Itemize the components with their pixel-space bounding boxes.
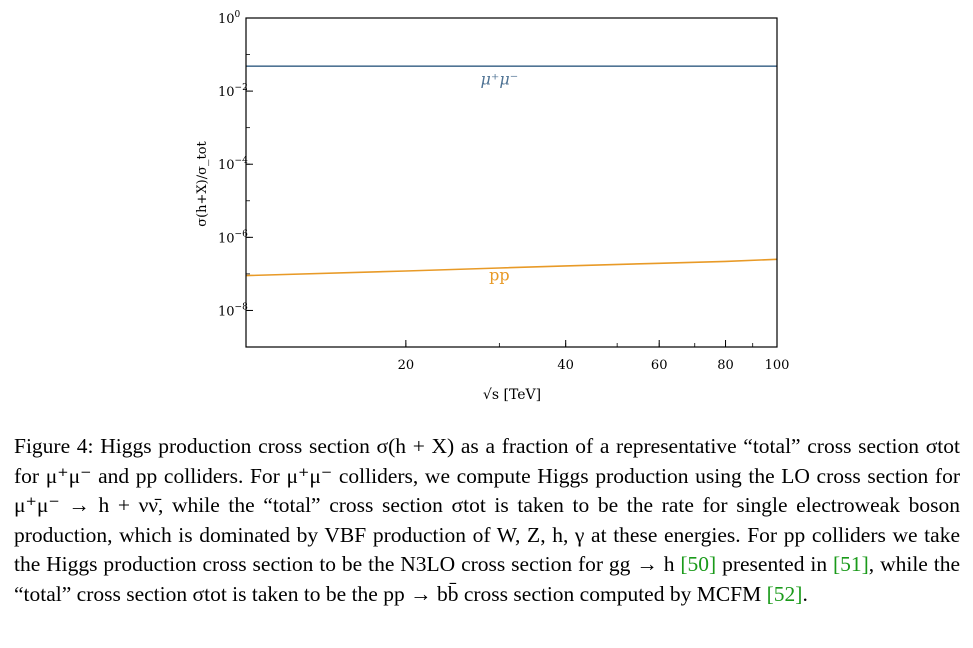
y-axis-label: σ(h+X)/σ_tot: [195, 140, 210, 226]
labels-group: μ⁺μ⁻ pp: [481, 70, 519, 285]
y-tick-label: 10−2: [218, 83, 248, 100]
y-tick-label: 10−4: [218, 156, 248, 173]
x-tick-label: 20: [398, 358, 415, 373]
x-axis-label: √s [TeV]: [483, 387, 541, 403]
series-group: [245, 65, 778, 277]
series-label-0: μ⁺μ⁻: [481, 70, 519, 89]
figure-caption: Figure 4: Higgs production cross section…: [14, 432, 960, 609]
plot-frame: [245, 17, 778, 348]
x-tick-label: 100: [765, 358, 790, 373]
caption-text-2: , while the “total” cross section σtot i…: [14, 552, 960, 606]
caption-text: Higgs production cross section σ(h + X) …: [14, 434, 960, 576]
x-tick-label: 40: [557, 358, 574, 373]
series-line-1: [245, 258, 778, 277]
figure-label: Figure 4:: [14, 434, 94, 458]
y-tick-label: 10−6: [218, 229, 248, 246]
x-tick-label: 80: [717, 358, 734, 373]
y-tick-label: 10−8: [218, 302, 248, 319]
x-tick-label: 60: [651, 358, 668, 373]
citation-link-52[interactable]: [52]: [766, 581, 803, 606]
citation-link-50[interactable]: [50]: [680, 552, 717, 576]
caption-text-mid: presented in: [716, 552, 833, 576]
y-tick-label: 100: [218, 10, 241, 27]
chart: 20 40 60 80 100 100 10−2 10−4 10−6 10−8 μ⁺μ⁻ pp √s…: [195, 10, 789, 403]
citation-link-51[interactable]: [51]: [832, 552, 869, 576]
series-label-1: pp: [489, 266, 509, 285]
ticks: 20 40 60 80 100 100 10−2 10−4 10−6 10−8: [218, 10, 789, 373]
caption-end: .: [802, 581, 808, 606]
